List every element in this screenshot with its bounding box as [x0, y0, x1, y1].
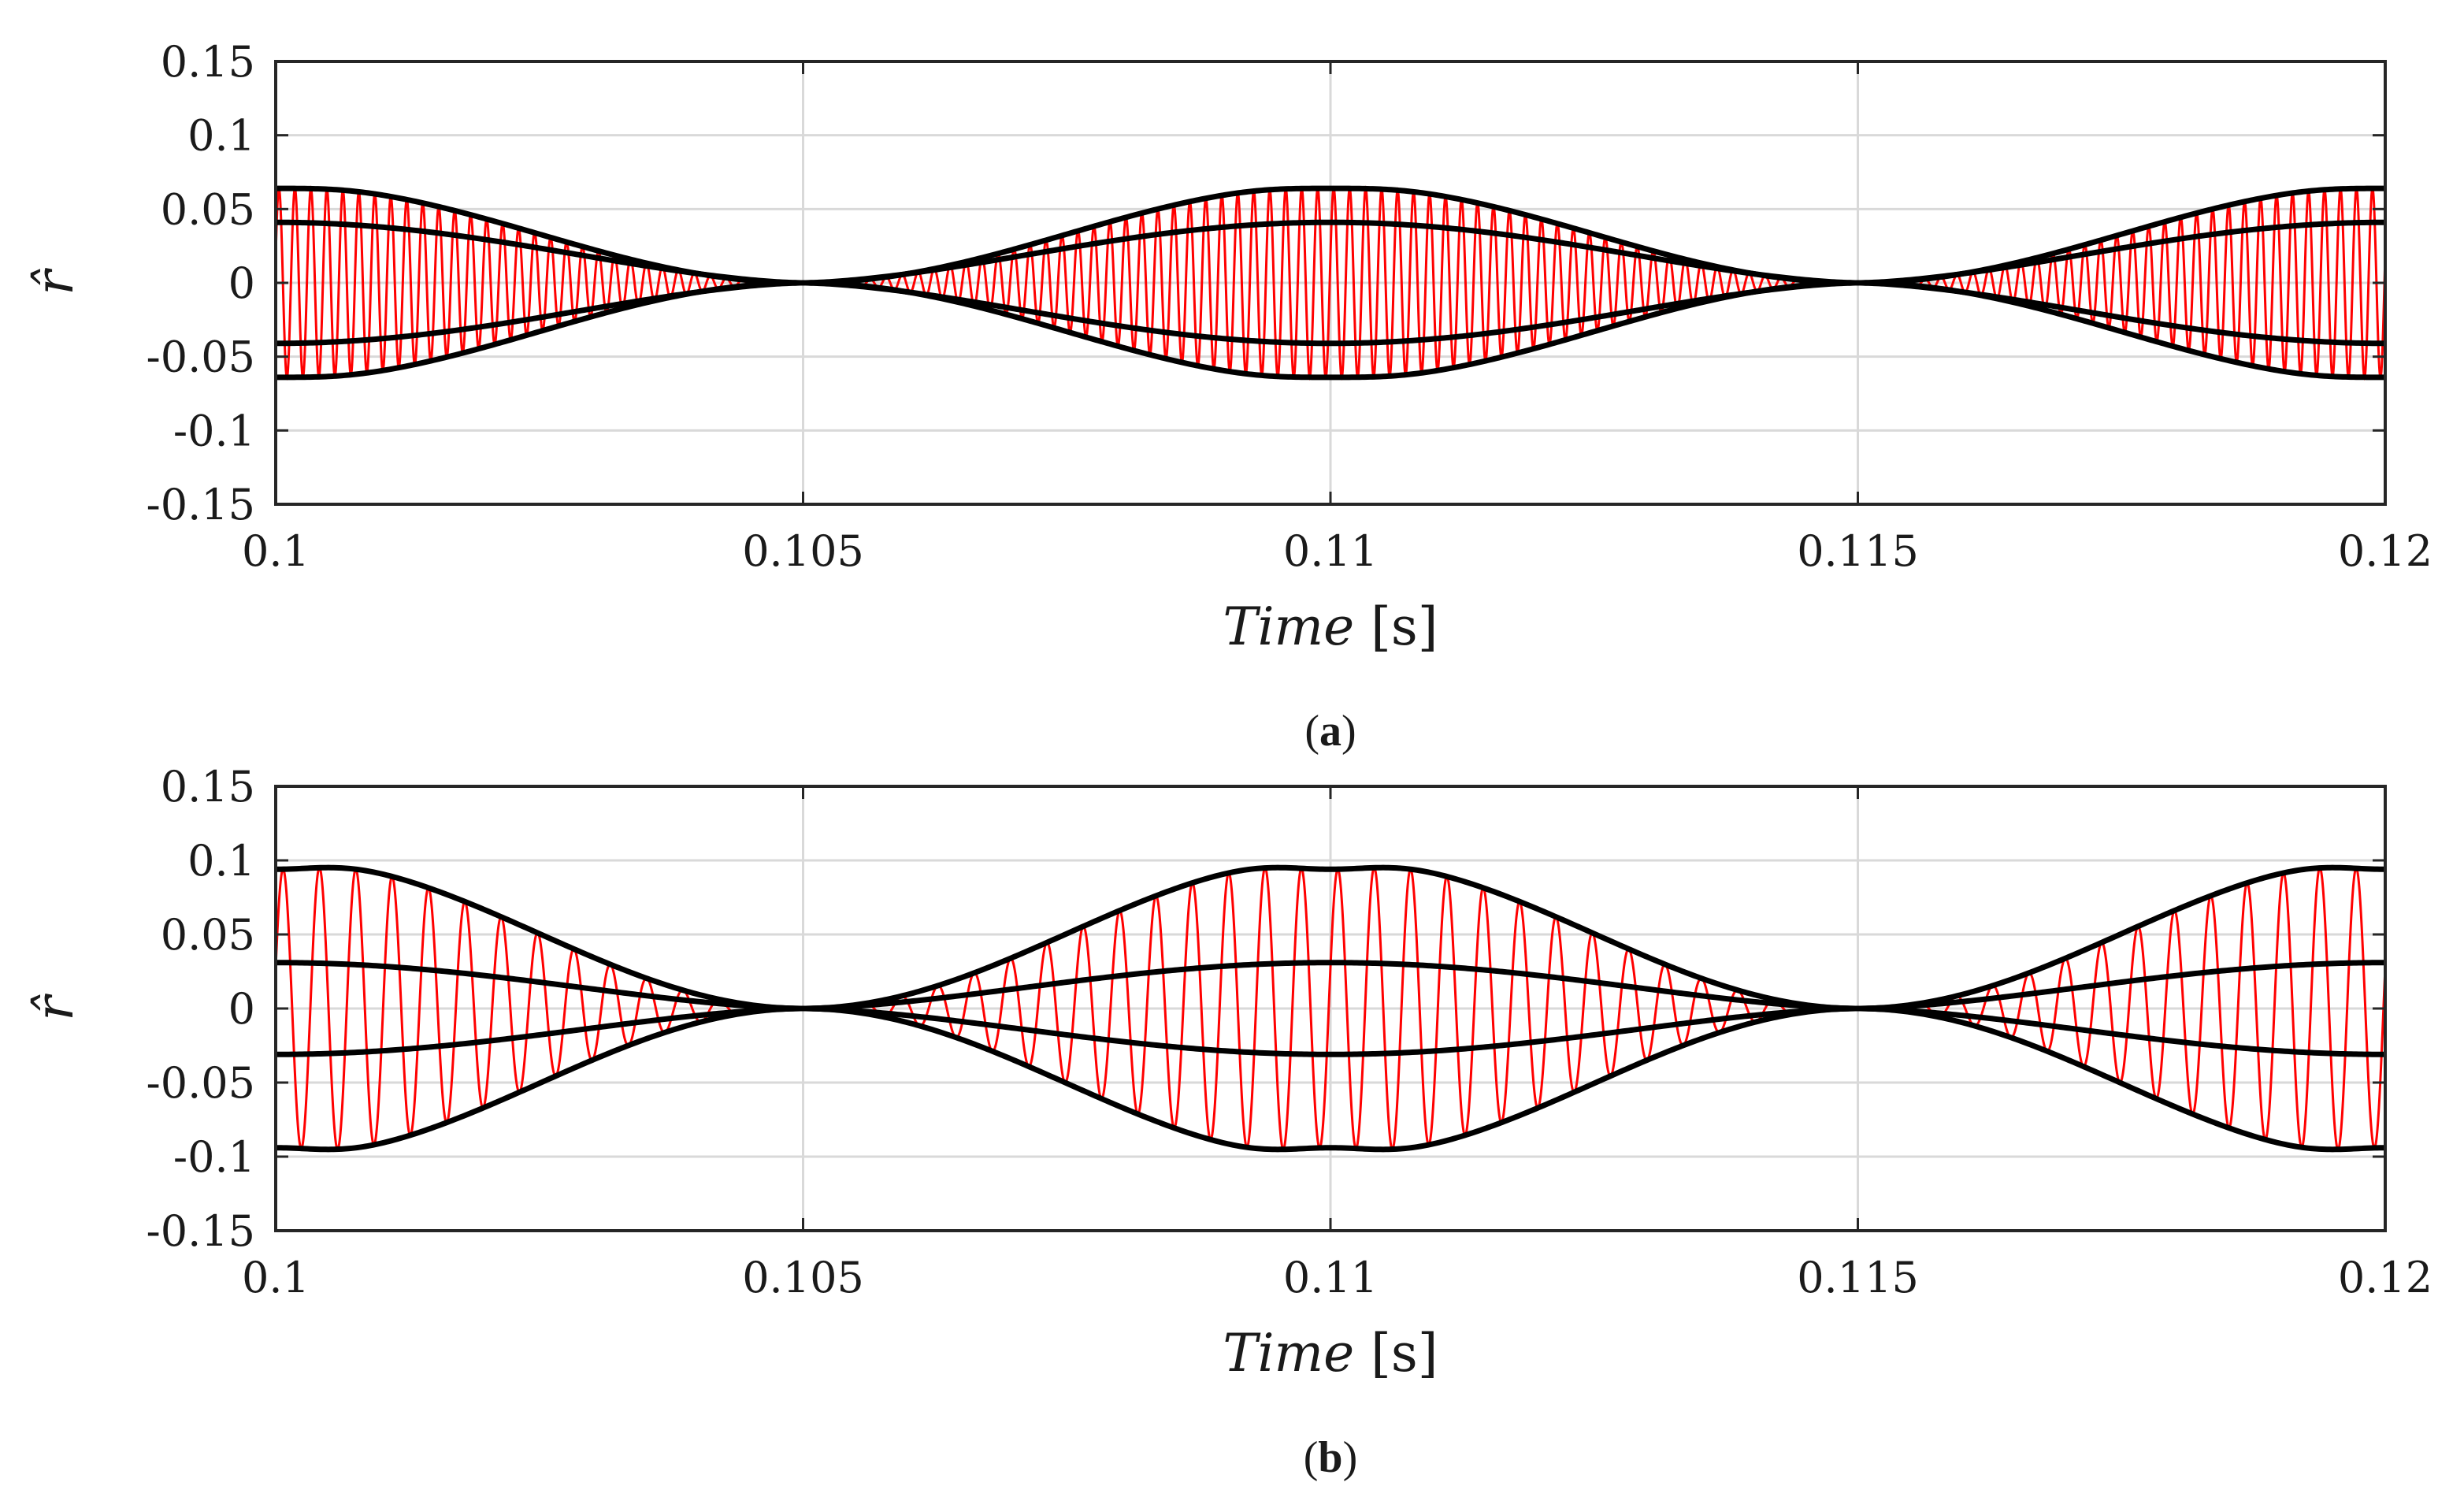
caption-open-paren: ( [1304, 1433, 1319, 1482]
inner-envelope-lower-line [276, 280, 2385, 347]
outer-envelope-lower-line [276, 280, 2385, 381]
x-axis-label-italic: Time [1223, 1323, 1354, 1384]
inner-envelope-lower-line [276, 1005, 2385, 1057]
panel-a: 0.1 0.105 0.11 0.115 0.12 0.15 0.1 0.05 0 -0.05 -0… [24, 37, 2432, 756]
plot-area [276, 864, 2385, 1153]
y-axis-label: r̂ [24, 994, 85, 1021]
y-tick-label: 0 [228, 258, 255, 308]
x-axis-label-unit: [s] [1354, 596, 1438, 657]
y-axis-label: r̂ [24, 268, 85, 295]
y-tick-label: -0.05 [147, 332, 255, 382]
y-tick-label: 0.1 [187, 111, 255, 161]
grid [276, 786, 2385, 1231]
y-tick-label: -0.15 [147, 1206, 255, 1256]
caption-letter: b [1318, 1433, 1342, 1482]
y-tick-label: -0.1 [173, 1132, 255, 1182]
x-tick-label: 0.12 [2338, 1253, 2432, 1302]
x-tick-label: 0.12 [2338, 526, 2432, 576]
y-tick-label: -0.1 [173, 406, 255, 455]
x-tick-label: 0.105 [742, 1253, 864, 1302]
panel-caption: (b) [1304, 1433, 1357, 1482]
y-tick-label: -0.15 [147, 480, 255, 529]
caption-open-paren: ( [1304, 707, 1319, 756]
panel-caption: (a) [1304, 707, 1356, 756]
x-axis-label: Time [s] [1223, 596, 1438, 657]
x-axis-label-italic: Time [1223, 596, 1354, 657]
y-tick-label: -0.05 [147, 1058, 255, 1108]
inner-envelope-upper-line [276, 960, 2385, 1012]
y-tick-label: 0.05 [161, 184, 255, 234]
x-tick-label: 0.11 [1283, 1253, 1378, 1302]
x-axis-label-unit: [s] [1354, 1323, 1438, 1384]
caption-letter: a [1319, 707, 1341, 756]
signal-line [276, 185, 2385, 381]
y-tick-label: 0.05 [161, 910, 255, 960]
inner-envelope-upper-line [276, 219, 2385, 286]
x-tick-label: 0.11 [1283, 526, 1378, 576]
y-tick-label: 0.1 [187, 836, 255, 886]
caption-close-paren: ) [1341, 707, 1356, 756]
outer-envelope-upper-line [276, 185, 2385, 286]
x-tick-label: 0.115 [1797, 1253, 1919, 1302]
x-tick-label: 0.1 [242, 526, 310, 576]
x-tick-label: 0.115 [1797, 526, 1919, 576]
panel-b: 0.1 0.105 0.11 0.115 0.12 0.15 0.1 0.05 0 -0.05 -0… [24, 762, 2432, 1482]
y-tick-label: 0 [228, 984, 255, 1034]
plot-area [276, 185, 2385, 381]
x-axis-label: Time [s] [1223, 1323, 1438, 1384]
y-tick-label: 0.15 [161, 762, 255, 812]
x-tick-label: 0.1 [242, 1253, 310, 1302]
y-tick-label: 0.15 [161, 37, 255, 87]
outer-envelope-lower-line [276, 1005, 2385, 1153]
outer-envelope-upper-line [276, 864, 2385, 1012]
x-tick-label: 0.105 [742, 526, 864, 576]
caption-close-paren: ) [1343, 1433, 1358, 1482]
